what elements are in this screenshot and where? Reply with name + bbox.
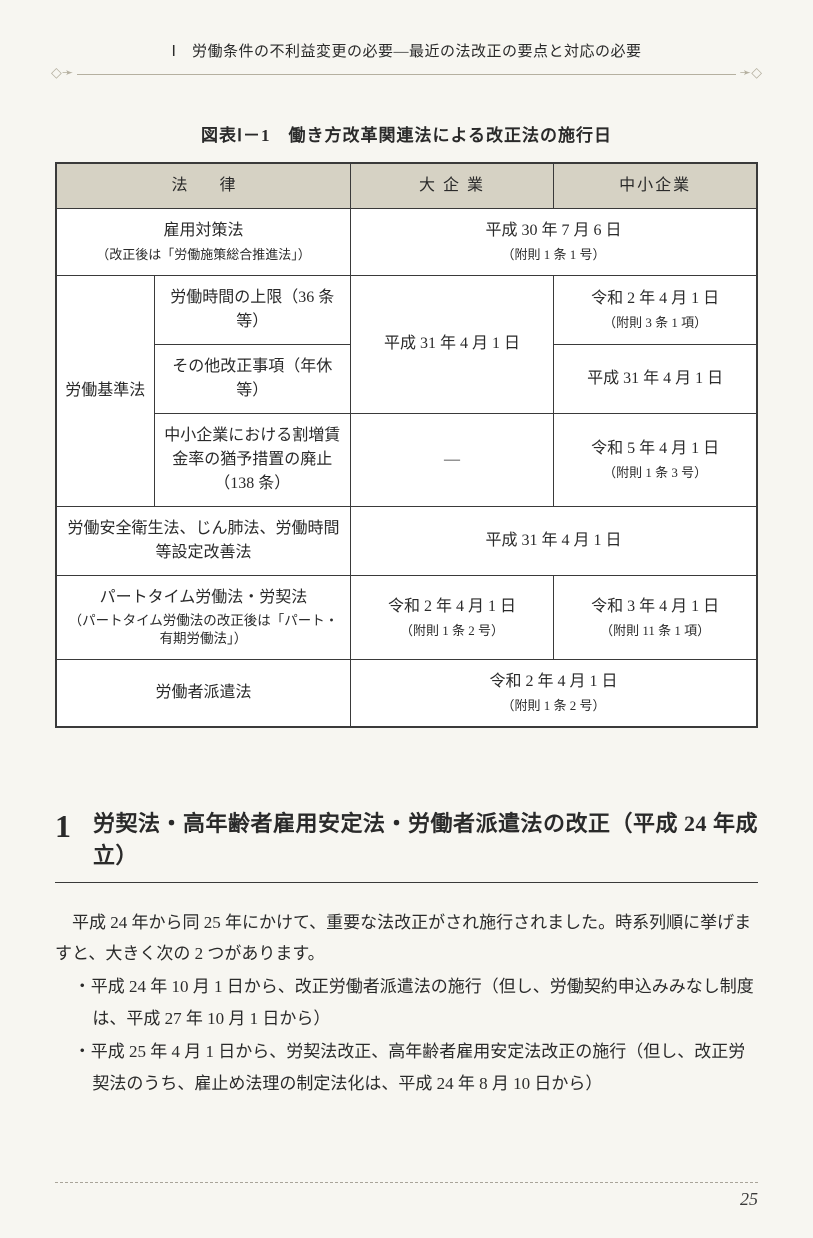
- cell-merged: 令和 2 年 4 月 1 日 （附則 1 条 2 号）: [350, 660, 757, 727]
- ornament-rule: [77, 74, 736, 75]
- footer-rule: [55, 1182, 758, 1183]
- ornament-right-icon: ➛◇: [740, 67, 763, 81]
- header-ornament: ◇➛ ➛◇: [55, 67, 758, 81]
- cell-large: ―: [350, 413, 553, 506]
- col-law: 法 律: [56, 163, 350, 209]
- section-number: 1: [55, 808, 71, 842]
- section-heading: 1 労契法・高年齢者雇用安定法・労働者派遣法の改正（平成 24 年成立）: [55, 808, 758, 883]
- cell-subtext: （附則 1 条 1 号）: [357, 245, 750, 265]
- cell-sme: 令和 2 年 4 月 1 日 （附則 3 条 1 項）: [554, 275, 757, 344]
- cell-text: 令和 2 年 4 月 1 日: [388, 598, 516, 615]
- cell-text: 令和 2 年 4 月 1 日: [489, 673, 617, 690]
- page-footer: 25: [0, 1182, 813, 1210]
- cell-subtext: （附則 1 条 2 号）: [357, 696, 750, 716]
- cell-law: 労働時間の上限（36 条等）: [154, 275, 350, 344]
- cell-merged: 平成 30 年 7 月 6 日 （附則 1 条 1 号）: [350, 209, 757, 276]
- cell-subtext: （附則 11 条 1 項）: [560, 621, 750, 641]
- cell-text: 令和 3 年 4 月 1 日: [591, 598, 719, 615]
- cell-sme: 令和 3 年 4 月 1 日 （附則 11 条 1 項）: [554, 575, 757, 660]
- cell-law: 労働安全衛生法、じん肺法、労働時間等設定改善法: [56, 506, 350, 575]
- table-row: 労働安全衛生法、じん肺法、労働時間等設定改善法 平成 31 年 4 月 1 日: [56, 506, 757, 575]
- table-row: パートタイム労働法・労契法 （パートタイム労働法の改正後は「パート・有期労働法」…: [56, 575, 757, 660]
- bullet-item: ・平成 24 年 10 月 1 日から、改正労働者派遣法の施行（但し、労働契約申…: [55, 971, 758, 1034]
- cell-law: 中小企業における割増賃金率の猶予措置の廃止（138 条）: [154, 413, 350, 506]
- table-row: 中小企業における割増賃金率の猶予措置の廃止（138 条） ― 令和 5 年 4 …: [56, 413, 757, 506]
- cell-subtext: （附則 1 条 2 号）: [357, 621, 547, 641]
- table-row: 労働基準法 労働時間の上限（36 条等） 平成 31 年 4 月 1 日 令和 …: [56, 275, 757, 344]
- table-row: 労働者派遣法 令和 2 年 4 月 1 日 （附則 1 条 2 号）: [56, 660, 757, 727]
- running-head: Ⅰ 労働条件の不利益変更の必要―最近の法改正の要点と対応の必要: [55, 40, 758, 61]
- section-body: 平成 24 年から同 25 年にかけて、重要な法改正がされ施行されました。時系列…: [55, 907, 758, 1100]
- cell-law: パートタイム労働法・労契法 （パートタイム労働法の改正後は「パート・有期労働法」…: [56, 575, 350, 660]
- col-sme: 中小企業: [554, 163, 757, 209]
- cell-law: 労働者派遣法: [56, 660, 350, 727]
- table-title: 図表Ⅰ－1 働き方改革関連法による改正法の施行日: [55, 121, 758, 146]
- table-row: 雇用対策法 （改正後は「労働施策総合推進法」） 平成 30 年 7 月 6 日 …: [56, 209, 757, 276]
- cell-large: 平成 31 年 4 月 1 日: [350, 275, 553, 413]
- section-title: 労契法・高年齢者雇用安定法・労働者派遣法の改正（平成 24 年成立）: [93, 808, 758, 872]
- cell-large: 令和 2 年 4 月 1 日 （附則 1 条 2 号）: [350, 575, 553, 660]
- bullet-item: ・平成 25 年 4 月 1 日から、労契法改正、高年齢者雇用安定法改正の施行（…: [55, 1036, 758, 1099]
- cell-subtext: （附則 3 条 1 項）: [560, 313, 750, 333]
- cell-merged: 平成 31 年 4 月 1 日: [350, 506, 757, 575]
- cell-text: パートタイム労働法・労契法: [100, 589, 308, 606]
- cell-text: 雇用対策法: [163, 222, 243, 239]
- cell-law-group: 労働基準法: [56, 275, 154, 506]
- cell-sme: 平成 31 年 4 月 1 日: [554, 344, 757, 413]
- paragraph: 平成 24 年から同 25 年にかけて、重要な法改正がされ施行されました。時系列…: [55, 907, 758, 970]
- ornament-left-icon: ◇➛: [51, 67, 74, 81]
- cell-text: 令和 2 年 4 月 1 日: [591, 290, 719, 307]
- cell-law: 雇用対策法 （改正後は「労働施策総合推進法」）: [56, 209, 350, 276]
- enforcement-date-table: 法 律 大 企 業 中小企業 雇用対策法 （改正後は「労働施策総合推進法」） 平…: [55, 162, 758, 728]
- page-number: 25: [55, 1189, 758, 1210]
- section-1: 1 労契法・高年齢者雇用安定法・労働者派遣法の改正（平成 24 年成立） 平成 …: [55, 808, 758, 1099]
- cell-subtext: （改正後は「労働施策総合推進法」）: [63, 245, 344, 265]
- table-header-row: 法 律 大 企 業 中小企業: [56, 163, 757, 209]
- cell-subtext: （附則 1 条 3 号）: [560, 463, 750, 483]
- cell-text: 令和 5 年 4 月 1 日: [591, 440, 719, 457]
- cell-sme: 令和 5 年 4 月 1 日 （附則 1 条 3 号）: [554, 413, 757, 506]
- col-large: 大 企 業: [350, 163, 553, 209]
- cell-text: 平成 30 年 7 月 6 日: [485, 222, 621, 239]
- cell-law: その他改正事項（年休等）: [154, 344, 350, 413]
- cell-subtext: （パートタイム労働法の改正後は「パート・有期労働法」）: [63, 612, 344, 650]
